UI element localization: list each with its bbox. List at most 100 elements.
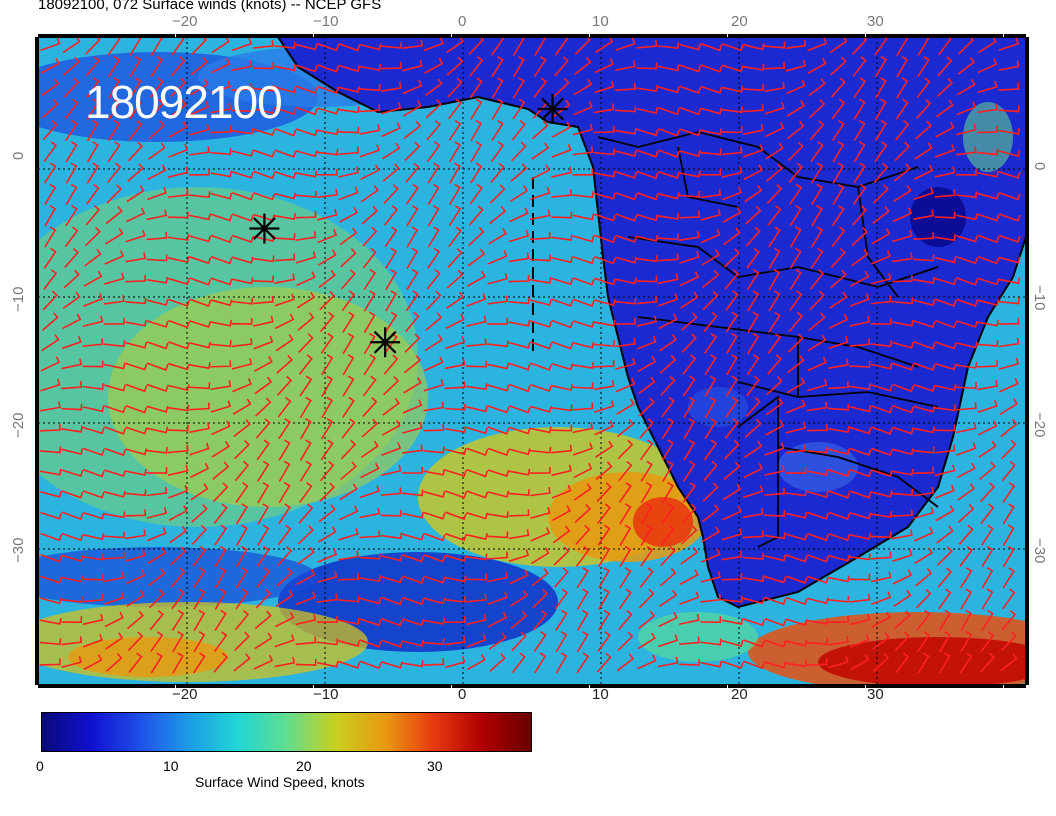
- wind-barb: [572, 422, 594, 434]
- wind-barb: [870, 340, 893, 348]
- wind-barb: [444, 595, 467, 603]
- wind-barb: [168, 319, 191, 329]
- wind-barb: [61, 511, 84, 521]
- wind-barb: [61, 425, 83, 433]
- wind-barb: [253, 107, 275, 115]
- wind-barb: [700, 168, 722, 176]
- wind-barb: [657, 273, 679, 285]
- wind-barb: [402, 533, 425, 541]
- wind-barb: [892, 207, 913, 223]
- wind-barb: [701, 504, 720, 523]
- wind-barb: [832, 141, 845, 163]
- wind-barb: [742, 63, 765, 71]
- wind-barb: [103, 295, 125, 305]
- wind-barb: [125, 383, 148, 393]
- wind-barb: [299, 460, 313, 482]
- lat-tick-left: −30: [10, 537, 27, 563]
- wind-barb: [316, 168, 338, 176]
- wind-barb: [317, 208, 338, 221]
- wind-barb: [278, 418, 291, 440]
- wind-barb: [616, 418, 635, 438]
- wind-barb: [574, 56, 592, 76]
- wind-barb: [551, 404, 573, 412]
- wind-barb: [296, 271, 316, 287]
- wind-barb: [743, 144, 764, 158]
- wind-barb: [211, 37, 230, 54]
- wind-barb: [619, 567, 632, 589]
- wind-barb: [870, 405, 893, 414]
- wind-barb: [639, 567, 654, 588]
- wind-barb: [402, 511, 424, 519]
- wind-barb: [210, 213, 233, 222]
- wind-barb: [82, 613, 104, 626]
- wind-barb: [765, 420, 785, 436]
- wind-barb: [594, 277, 616, 286]
- wind-barb: [917, 55, 930, 78]
- wind-barb: [381, 122, 401, 138]
- wind-barb: [998, 337, 1020, 348]
- wind-barb: [61, 575, 84, 583]
- wind-barb: [998, 256, 1021, 264]
- wind-barb: [555, 652, 568, 674]
- wind-barb: [893, 185, 912, 203]
- wind-barb: [167, 166, 189, 178]
- wind-barb: [934, 189, 956, 198]
- wind-barb: [253, 315, 274, 327]
- wind-barb: [510, 610, 528, 630]
- wind-barb: [704, 354, 717, 376]
- wind-barb: [747, 332, 760, 355]
- wind-barb: [913, 164, 934, 180]
- wind-barb: [615, 256, 638, 264]
- wind-barb: [342, 332, 355, 355]
- wind-barb: [402, 467, 423, 474]
- wind-barb: [274, 253, 296, 262]
- wind-barb: [806, 490, 829, 498]
- wind-barb: [103, 362, 126, 370]
- wind-barb: [487, 317, 509, 325]
- wind-barb: [338, 640, 361, 648]
- wind-barb: [913, 341, 936, 350]
- wind-barb: [253, 192, 276, 201]
- wind-barb: [149, 77, 164, 99]
- wind-barb: [129, 77, 142, 99]
- wind-barb: [278, 439, 291, 461]
- wind-barb: [828, 490, 851, 499]
- wind-barb: [766, 163, 783, 182]
- wind-barb: [214, 545, 227, 568]
- wind-barb: [43, 162, 57, 184]
- wind-barb: [487, 250, 508, 265]
- wind-barb: [512, 55, 525, 78]
- wind-barb: [231, 149, 254, 157]
- wind-barb: [255, 397, 272, 417]
- wind-barb: [423, 532, 446, 542]
- wind-barb: [870, 511, 893, 519]
- wind-barb: [466, 447, 489, 457]
- wind-barb: [295, 636, 317, 646]
- wind-barb: [189, 442, 210, 456]
- map-border: [38, 37, 1026, 685]
- wind-barb: [341, 418, 356, 439]
- lon-tick-bottom: 10: [592, 686, 609, 703]
- wind-barb: [275, 334, 294, 352]
- wind-barb: [295, 106, 318, 116]
- wind-barb: [405, 311, 420, 333]
- wind-barb: [891, 509, 913, 517]
- wind-barb: [552, 121, 572, 138]
- wind-barb: [913, 320, 936, 328]
- wind-barb: [618, 609, 633, 631]
- wind-barb: [447, 247, 463, 268]
- wind-barb: [103, 551, 125, 560]
- wind-barb: [189, 320, 212, 328]
- wind-barb: [213, 631, 228, 652]
- wind-barb: [487, 511, 509, 519]
- wind-barb: [640, 481, 653, 504]
- wind-barb: [487, 362, 510, 370]
- wind-barb: [466, 293, 487, 307]
- wind-barb: [426, 120, 442, 141]
- wind-barb: [274, 149, 297, 158]
- wind-barb: [742, 104, 764, 113]
- wind-barb: [764, 61, 786, 70]
- wind-barb: [724, 269, 740, 290]
- wind-barb: [572, 298, 595, 307]
- wind-barb: [828, 575, 850, 583]
